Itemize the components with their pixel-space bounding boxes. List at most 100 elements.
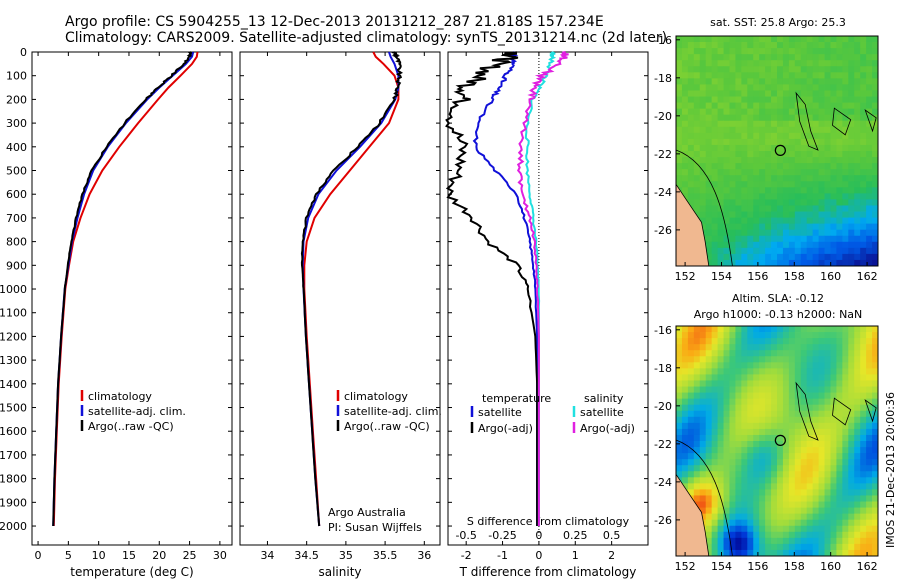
map-cell [735,205,742,212]
legend-label: Argo(..raw -QC) [344,420,430,433]
map-cell [830,247,837,255]
map-cell [687,428,695,436]
map-cell [866,211,873,218]
map-cell [681,374,689,381]
map-cell [777,48,784,55]
map-cell [717,199,724,206]
map-cell [765,525,772,533]
map-cell [765,66,772,73]
map-cell [771,549,778,557]
map-cell [824,253,831,261]
map-cell [824,108,831,116]
map-cell [854,36,861,43]
map-cell [777,120,784,128]
map-cell [723,416,730,424]
map-cell [693,163,701,170]
map-cell [872,157,879,164]
map-cell [812,356,819,363]
map-cell [848,66,855,73]
map-cell [729,259,736,267]
map-cell [693,60,701,67]
map-cell [747,392,754,400]
map-cell [818,120,825,128]
map-cell [812,338,819,345]
map-cell [753,447,760,454]
map-cell [836,205,843,212]
map-cell [848,501,855,508]
map-cell [836,525,843,533]
map-cell [818,36,825,43]
map-cell [824,501,831,508]
map-cell [860,48,867,55]
map-cell [753,181,760,188]
map-cell [771,471,778,478]
map-cell [753,114,760,122]
map-cell [794,42,802,49]
map-cell [723,531,730,539]
map-cell [705,253,713,261]
map-cell [818,54,825,61]
map-cell [747,102,754,110]
map-cell [717,126,724,134]
map-cell [860,513,867,521]
map-cell [759,205,766,212]
map-cell [830,157,837,164]
map-cell [836,199,843,206]
map-cell [717,392,724,400]
map-cell [735,525,742,533]
map-cell [741,537,748,545]
map-cell [759,217,766,225]
map-cell [747,374,754,381]
map-cell [818,428,825,436]
map-cell [687,175,695,182]
map-cell [777,386,784,393]
map-cell [729,102,736,110]
map-cell [860,459,867,466]
map-cell [848,163,855,170]
map-cell [866,241,873,249]
map-cell [806,36,814,43]
map-cell [765,519,772,527]
map-cell [866,151,873,158]
map-cell [723,489,730,496]
map-cell [711,344,718,351]
map-cell [711,326,718,333]
map-cell [800,326,808,333]
map-cell [735,120,742,128]
map-cell [729,223,736,231]
map-cell [872,90,879,97]
map-cell [800,223,808,231]
map-cell [800,531,808,539]
map-cell [836,151,843,158]
map-cell [836,392,843,400]
map-cell [806,205,814,212]
map-cell [699,120,707,128]
map-cell [848,157,855,164]
map-cell [741,223,748,231]
map-cell [771,422,778,430]
map-cell [723,513,730,521]
map-cell [794,169,802,176]
map-cell [676,48,683,55]
map-cell [848,96,855,103]
map-cell [687,126,695,134]
map-cell [860,507,867,515]
map-cell [854,380,861,387]
x-tick-label: 0 [535,549,542,562]
reef-contour [795,91,819,151]
map-cell [842,78,849,85]
map-cell [866,253,873,261]
map-cell [800,151,808,158]
map-cell [818,102,825,110]
reef-contour [864,109,877,133]
map-cell [836,519,843,527]
y-tick-label: 400 [6,141,27,154]
map-cell [771,199,778,206]
map-cell [854,453,861,460]
map-cell [771,126,778,134]
map-cell [806,42,814,49]
map-cell [794,447,802,454]
map-cell [717,96,724,103]
map-cell [872,138,879,146]
map-cell [830,416,837,424]
